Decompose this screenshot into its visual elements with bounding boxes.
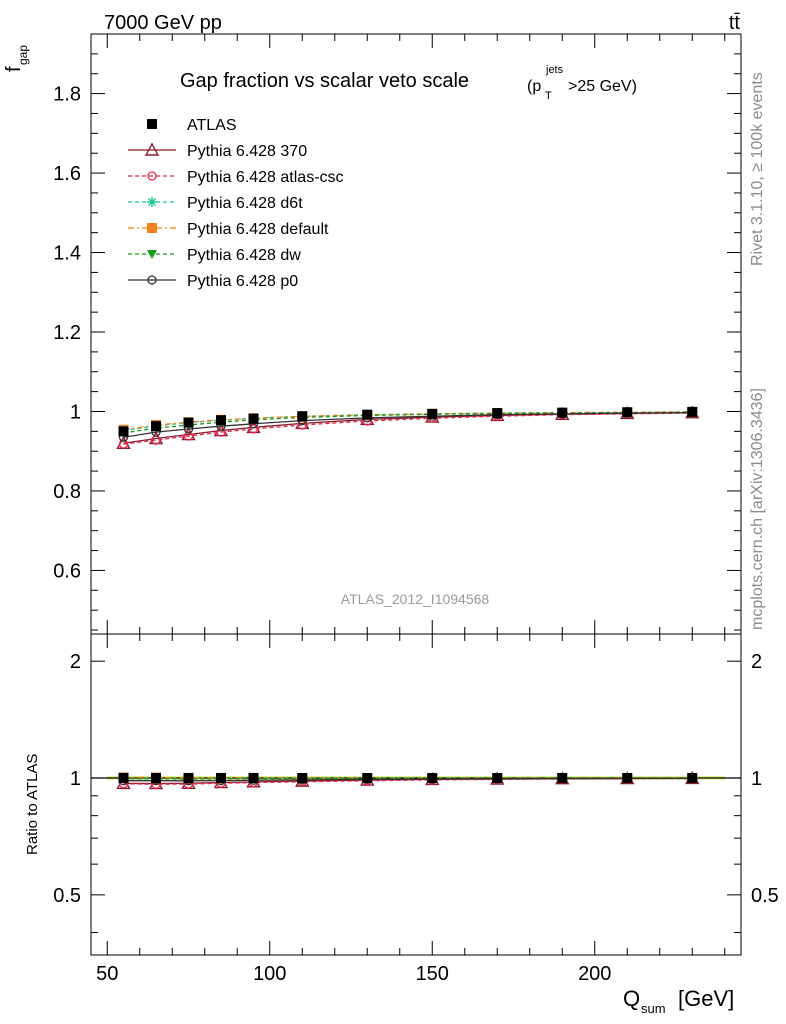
y-label-main-sub: gap [16, 45, 30, 65]
x-tick-label: 100 [253, 963, 286, 985]
data-point [183, 431, 194, 441]
data-point [183, 417, 194, 428]
legend-label: Pythia 6.428 370 [187, 143, 307, 160]
data-point [216, 427, 226, 437]
title-cut-open: (p [527, 78, 541, 95]
data-point [151, 421, 161, 432]
energy-label: 7000 GeV pp [104, 12, 222, 34]
x-axis-label-sub: sum [641, 1001, 666, 1016]
ratio-y-tick-label: 2 [70, 651, 81, 673]
data-point [248, 413, 259, 424]
legend-item: Pythia 6.428 default [128, 221, 329, 238]
data-point [151, 773, 161, 784]
legend-item: Pythia 6.428 atlas-csc [128, 169, 344, 186]
data-point [147, 171, 157, 181]
title-cut-tail: >25 GeV) [568, 78, 637, 95]
data-point [362, 773, 373, 784]
process-label: tt̄ [729, 12, 741, 34]
mcplots-label: mcplots.cern.ch [arXiv:1306.3436] [749, 388, 766, 630]
data-point [147, 223, 157, 233]
legend-item: ATLAS [147, 117, 237, 134]
ratio-y-tick-label-right: 1 [751, 768, 762, 790]
series-line-main [123, 412, 693, 445]
y-tick-label: 1.2 [53, 322, 81, 344]
x-tick-label: 150 [416, 963, 449, 985]
x-tick-label: 200 [578, 963, 611, 985]
data-point [147, 250, 157, 259]
data-point [297, 411, 308, 422]
data-point [492, 408, 503, 419]
y-tick-label: 1.4 [53, 243, 81, 265]
data-point [118, 426, 129, 437]
ratio-y-tick-label-right: 2 [751, 651, 762, 673]
title-cut-sub: T [545, 90, 552, 102]
data-point [557, 773, 568, 784]
legend: ATLAS Pythia 6.428 370 Pythia 6.428 atlas-… [128, 117, 344, 290]
data-point [147, 197, 157, 207]
rivet-label: Rivet 3.1.10, ≥ 100k events [749, 72, 766, 266]
legend-label: Pythia 6.428 p0 [187, 273, 298, 290]
legend-label: Pythia 6.428 atlas-csc [187, 169, 344, 186]
data-point [687, 773, 698, 784]
data-point [248, 424, 259, 434]
data-point [118, 773, 129, 784]
y-axis-label-main: f gap [3, 45, 30, 72]
ratio-y-tick-label: 0.5 [53, 885, 81, 907]
series-layer [116, 405, 700, 790]
y-tick-label: 0.6 [53, 560, 81, 582]
analysis-watermark: ATLAS_2012_I1094568 [341, 591, 490, 607]
data-point [248, 773, 259, 784]
legend-label: Pythia 6.428 d6t [187, 195, 303, 212]
x-axis-label-unit: [GeV] [678, 986, 734, 1011]
y-tick-label: 1.8 [53, 84, 81, 106]
series-0 [118, 406, 698, 784]
data-point [427, 773, 438, 784]
y-axis-label-ratio: Ratio to ATLAS [24, 754, 41, 855]
data-point [147, 119, 157, 129]
data-point [144, 142, 160, 156]
chart-title: Gap fraction vs scalar veto scale [180, 70, 469, 92]
legend-label: Pythia 6.428 default [187, 221, 329, 238]
series-line-ratio [123, 777, 693, 782]
y-tick-label: 1 [70, 401, 81, 423]
legend-item: Pythia 6.428 d6t [128, 195, 303, 212]
data-point-stroke [148, 198, 156, 206]
data-point [362, 409, 373, 420]
data-point [216, 415, 226, 426]
data-point [427, 408, 438, 419]
data-point [687, 406, 698, 417]
legend-label: ATLAS [187, 117, 237, 134]
y-tick-label: 1.6 [53, 163, 81, 185]
data-point [216, 773, 226, 784]
data-point [622, 773, 633, 784]
ratio-panel-frame [90, 633, 742, 956]
series-line-main [123, 411, 693, 434]
x-tick-label: 50 [96, 963, 118, 985]
data-point [557, 407, 568, 418]
ratio-y-tick-label: 1 [70, 768, 81, 790]
x-axis-label: Q [623, 986, 640, 1011]
data-point [297, 773, 308, 784]
data-point [622, 407, 633, 418]
data-point [118, 439, 129, 449]
legend-label: Pythia 6.428 dw [187, 247, 301, 264]
legend-item: Pythia 6.428 370 [128, 142, 307, 160]
legend-item: Pythia 6.428 p0 [128, 273, 298, 290]
data-point [183, 773, 194, 784]
data-point [147, 275, 157, 285]
ratio-y-tick-label-right: 0.5 [751, 885, 779, 907]
legend-item: Pythia 6.428 dw [128, 247, 301, 264]
y-label-main-text: f [3, 66, 25, 72]
data-point [492, 773, 503, 784]
y-tick-label: 0.8 [53, 481, 81, 503]
series-line-main [123, 412, 693, 438]
title-cut-sup: jets [545, 64, 564, 76]
axes-layer: 50 100 150 200 0.6 0.8 1 1.2 1.4 1.6 1.8 0.5 0.5 1 1 2 2 [53, 33, 779, 985]
